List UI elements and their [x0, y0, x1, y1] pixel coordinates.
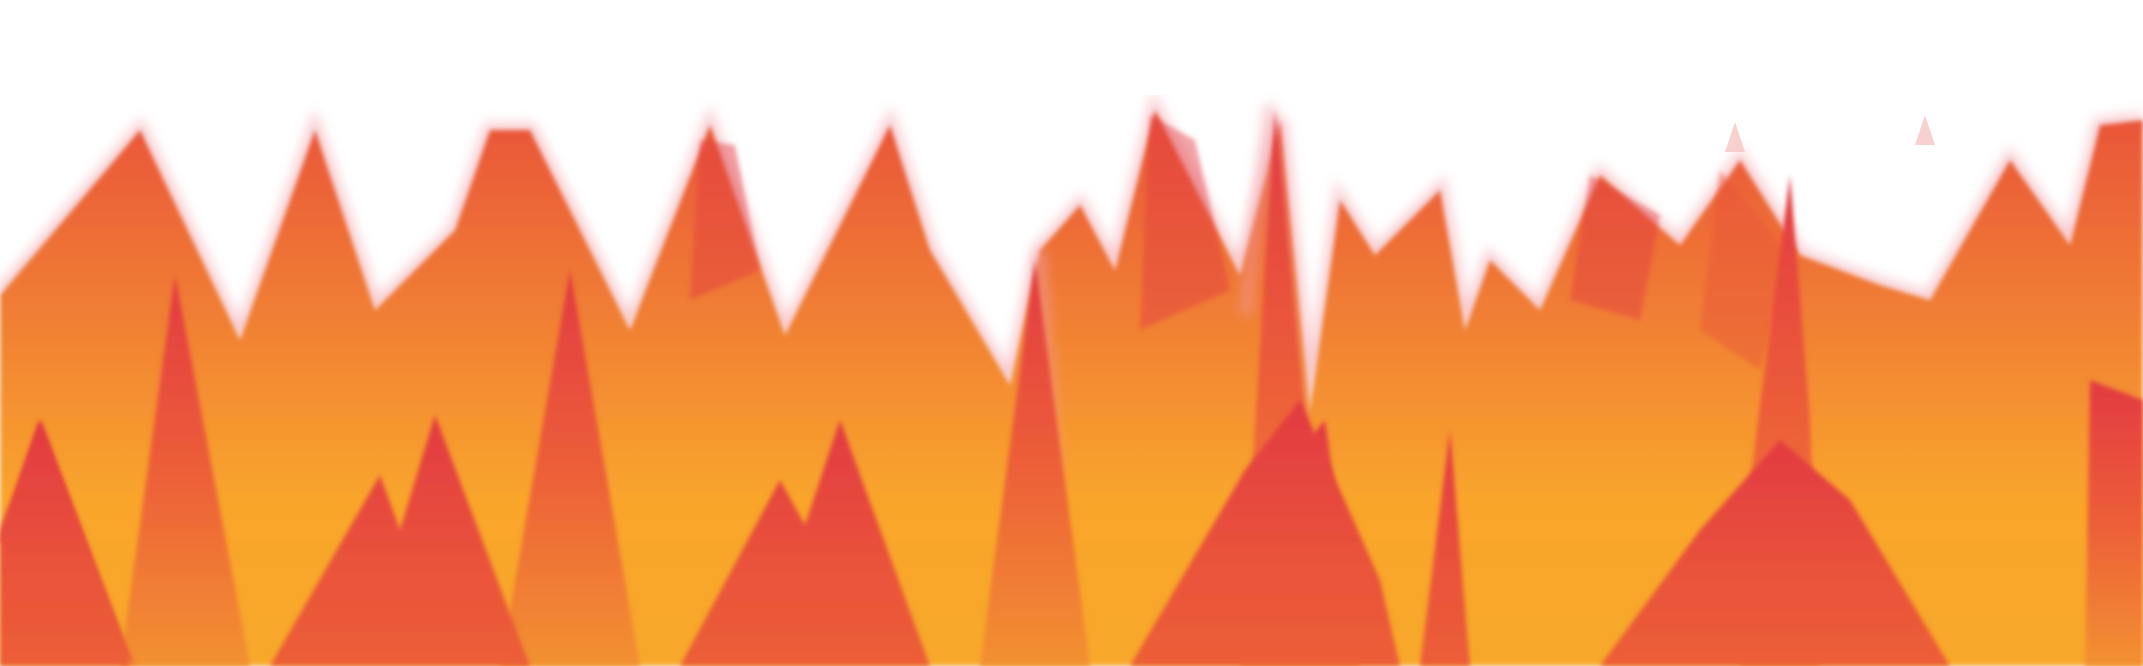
- front-range: [1600, 440, 1950, 666]
- peak-sparkles: [1725, 115, 1935, 152]
- front-range: [270, 415, 530, 666]
- front-range: [1420, 430, 1470, 666]
- front-range: [1130, 400, 1400, 666]
- front-range: [0, 420, 130, 666]
- front-range: [680, 420, 930, 666]
- back-range-tint: [690, 115, 1790, 370]
